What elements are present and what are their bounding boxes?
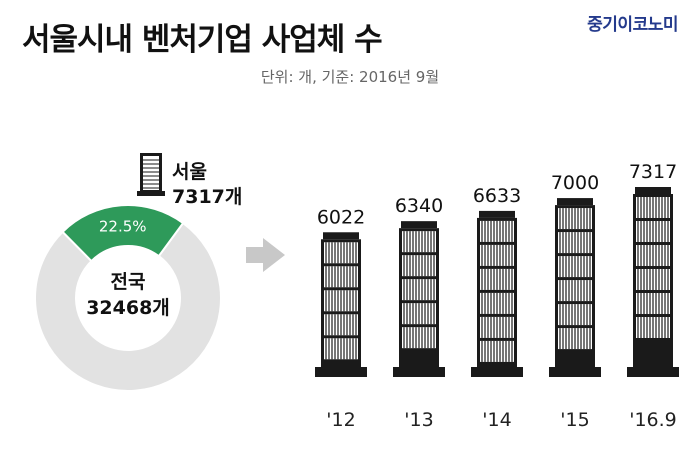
x-tick-label: '12 — [326, 409, 355, 431]
subtitle: 단위: 개, 기준: 2016년 9월 — [260, 68, 440, 86]
arrow-icon — [246, 238, 285, 272]
bar-value-label: 6022 — [317, 206, 365, 228]
page-title: 서울시내 벤처기업 사업체 수 — [22, 22, 383, 58]
bar — [549, 198, 601, 377]
bar — [627, 187, 679, 377]
donut-slice-rest — [34, 221, 222, 392]
brand-logo: 중기이코노미 — [587, 15, 678, 35]
x-tick-label: '16.9 — [629, 409, 677, 431]
national-count-label: 32468개 — [86, 297, 170, 319]
x-tick-label: '13 — [404, 409, 433, 431]
bar-value-label: 7000 — [551, 172, 599, 194]
bar-value-label: 6633 — [473, 185, 521, 207]
donut-slice-seoul — [61, 204, 185, 263]
donut-chart — [34, 204, 222, 392]
x-tick-label: '14 — [482, 409, 511, 431]
bar — [315, 232, 367, 377]
building-icon — [137, 153, 165, 196]
bar-series: 6022 '12 6340 '13 6633 '14 7000 '15 7317 '16.9 — [315, 161, 679, 431]
bar — [393, 221, 445, 377]
bar-value-label: 6340 — [395, 195, 443, 217]
bar — [471, 210, 523, 377]
national-label: 전국 — [111, 271, 146, 293]
seoul-label: 서울 — [172, 161, 207, 183]
donut-slice-seoul-label: 22.5% — [99, 218, 147, 236]
x-tick-label: '15 — [560, 409, 589, 431]
bar-value-label: 7317 — [629, 161, 677, 183]
seoul-count-label: 7317개 — [172, 186, 242, 208]
